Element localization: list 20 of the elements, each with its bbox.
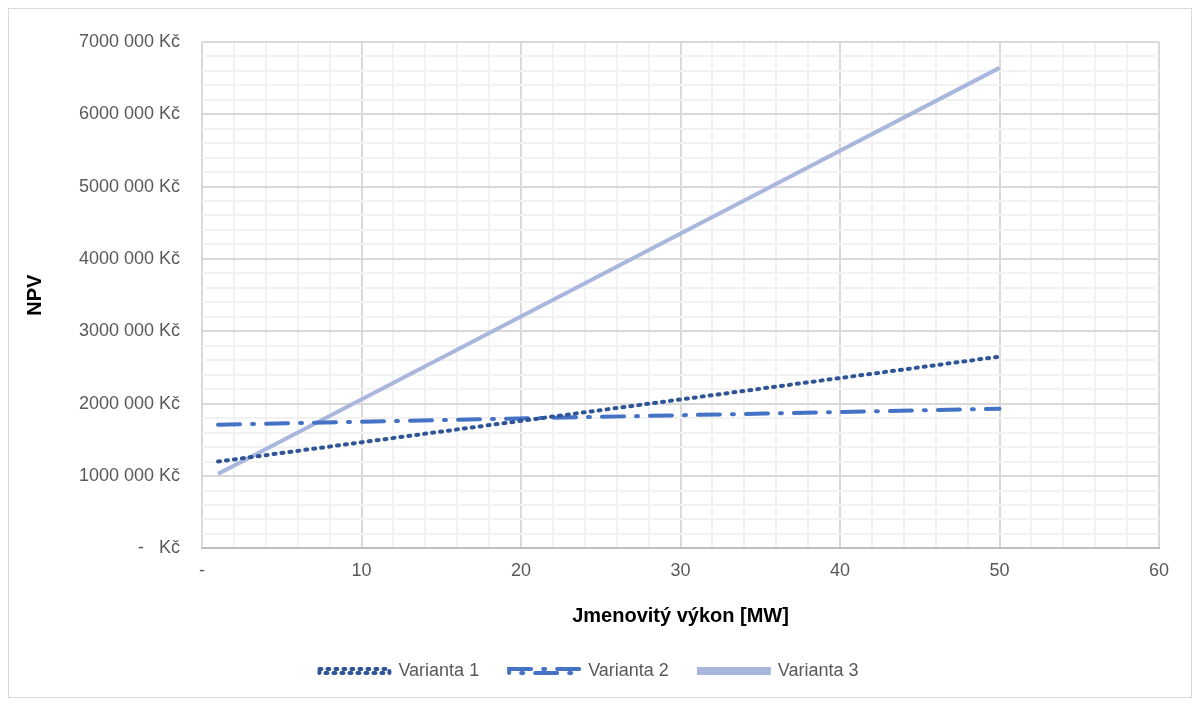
x-tick-label: 10 xyxy=(351,560,372,581)
legend-label: Varianta 2 xyxy=(588,659,669,680)
y-tick-label: 6000 000 Kč xyxy=(78,103,181,124)
y-tick-label: 3000 000 Kč xyxy=(78,320,181,341)
y-tick-label: 5000 000 Kč xyxy=(78,175,181,196)
x-tick-label: 20 xyxy=(511,560,532,581)
y-axis-title: NPV xyxy=(22,273,45,316)
x-tick-label: 40 xyxy=(830,560,851,581)
y-tick-label: 2000 000 Kč xyxy=(78,392,181,413)
x-tick-label: 50 xyxy=(989,560,1010,581)
y-tick-label: - Kč xyxy=(138,537,181,558)
x-tick-label: 60 xyxy=(1148,560,1170,581)
legend-label: Varianta 1 xyxy=(398,659,480,680)
x-axis-title: Jmenovitý výkon [MW] xyxy=(572,603,789,626)
y-tick-label: 4000 000 Kč xyxy=(78,247,181,268)
y-tick-label: 7000 000 Kč xyxy=(78,30,181,51)
x-tick-label: - xyxy=(199,560,206,581)
x-tick-label: 30 xyxy=(670,560,691,581)
legend-label: Varianta 3 xyxy=(777,659,859,680)
y-tick-label: 1000 000 Kč xyxy=(78,465,181,485)
